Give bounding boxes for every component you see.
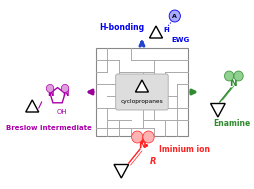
Circle shape [143,131,154,143]
Text: H: H [164,27,169,33]
Polygon shape [211,104,225,117]
Text: R: R [150,156,156,166]
Polygon shape [114,164,129,178]
Text: H-bonding: H-bonding [99,23,144,33]
Circle shape [169,10,180,22]
Text: Breslow intermediate: Breslow intermediate [6,125,92,131]
Text: OH: OH [57,109,68,115]
Text: Iminium ion: Iminium ion [159,146,210,154]
Text: cyclopropanes: cyclopropanes [121,98,163,104]
Text: EWG: EWG [171,37,189,43]
FancyBboxPatch shape [96,48,188,136]
Polygon shape [150,26,163,38]
Text: A: A [172,13,177,19]
Circle shape [46,84,54,92]
Text: N: N [62,89,68,98]
Text: N: N [229,80,237,88]
Polygon shape [26,100,39,112]
Polygon shape [135,80,148,92]
Text: N: N [138,140,146,149]
Circle shape [132,131,143,143]
Circle shape [61,84,69,92]
Text: Enamine: Enamine [213,119,251,129]
Circle shape [225,71,234,81]
FancyBboxPatch shape [116,74,168,110]
Text: N: N [47,89,53,98]
Circle shape [234,71,243,81]
